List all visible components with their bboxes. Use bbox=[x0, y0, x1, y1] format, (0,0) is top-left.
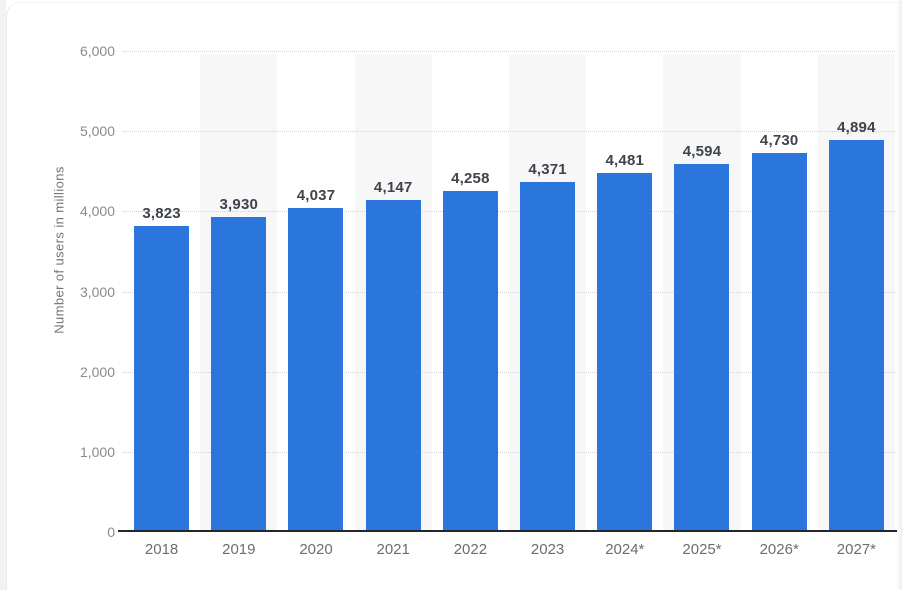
bar bbox=[442, 190, 498, 532]
bar bbox=[365, 199, 421, 532]
bar bbox=[828, 139, 884, 532]
gridline bbox=[123, 371, 895, 373]
bar-column: 4,147 bbox=[355, 51, 432, 532]
bar-column: 4,894 bbox=[818, 51, 895, 532]
plot-area: 3,823 3,930 4,037 4,147 4,258 4,371 4,481 4,594… bbox=[123, 51, 895, 532]
bar-value-label: 3,930 bbox=[219, 195, 259, 213]
x-tick-label: 2026* bbox=[759, 541, 799, 558]
bar bbox=[674, 163, 730, 532]
gridline bbox=[123, 451, 895, 453]
bar-column: 4,730 bbox=[741, 51, 818, 532]
bar-column: 4,371 bbox=[509, 51, 586, 532]
y-tick-label: 0 bbox=[107, 524, 115, 540]
x-tick-label: 2025* bbox=[682, 541, 722, 558]
bar-column: 3,823 bbox=[123, 51, 200, 532]
bar-value-label: 4,147 bbox=[373, 178, 413, 196]
x-tick-label: 2018 bbox=[144, 541, 179, 558]
page-left-gutter bbox=[0, 0, 6, 590]
bar-value-label: 4,258 bbox=[451, 169, 490, 187]
y-tick-label: 2,000 bbox=[79, 363, 115, 380]
y-tick-label: 3,000 bbox=[79, 283, 115, 300]
gridline bbox=[123, 51, 895, 52]
x-axis-line bbox=[118, 530, 897, 532]
x-tick-label: 2022 bbox=[453, 541, 488, 558]
bar bbox=[520, 181, 576, 532]
x-tick-label: 2020 bbox=[299, 541, 333, 558]
x-tick-label: 2027* bbox=[836, 541, 876, 558]
y-tick-label: 6,000 bbox=[79, 43, 115, 59]
bar-value-label: 4,730 bbox=[759, 131, 799, 149]
x-tick-label: 2019 bbox=[222, 541, 256, 558]
page-right-edge-shadow bbox=[896, 0, 902, 590]
bar bbox=[751, 152, 807, 532]
y-tick-label: 1,000 bbox=[79, 443, 115, 460]
bar-value-label: 4,481 bbox=[605, 151, 645, 169]
bar-value-label: 4,371 bbox=[528, 160, 567, 178]
bar-value-label: 4,037 bbox=[296, 187, 336, 205]
bar-value-label: 4,594 bbox=[682, 142, 722, 160]
bar-column: 3,930 bbox=[200, 51, 277, 532]
x-tick-label: 2024* bbox=[605, 541, 645, 558]
x-tick-label: 2023 bbox=[530, 541, 565, 558]
y-tick-label: 4,000 bbox=[79, 203, 115, 220]
gridline bbox=[123, 291, 895, 293]
y-axis-tick-labels: 0 1,000 2,000 3,000 4,000 5,000 6,000 bbox=[0, 0, 115, 590]
bar bbox=[134, 225, 190, 532]
bar bbox=[288, 208, 344, 532]
bar-column: 4,594 bbox=[663, 51, 740, 532]
bar-value-label: 3,823 bbox=[142, 204, 181, 222]
bar bbox=[211, 216, 267, 532]
bar-column: 4,481 bbox=[586, 51, 663, 532]
bar-column: 4,258 bbox=[432, 51, 509, 532]
x-tick-label: 2021 bbox=[376, 541, 410, 558]
gridline bbox=[123, 211, 895, 213]
y-tick-label: 5,000 bbox=[79, 123, 115, 140]
bar bbox=[597, 172, 653, 532]
gridline bbox=[123, 131, 895, 133]
x-axis-tick-labels: 2018 2019 2020 2021 2022 2023 2024* 2025* 2026* 2… bbox=[123, 541, 895, 561]
bar-column: 4,037 bbox=[277, 51, 354, 532]
bar-value-label: 4,894 bbox=[837, 118, 876, 136]
